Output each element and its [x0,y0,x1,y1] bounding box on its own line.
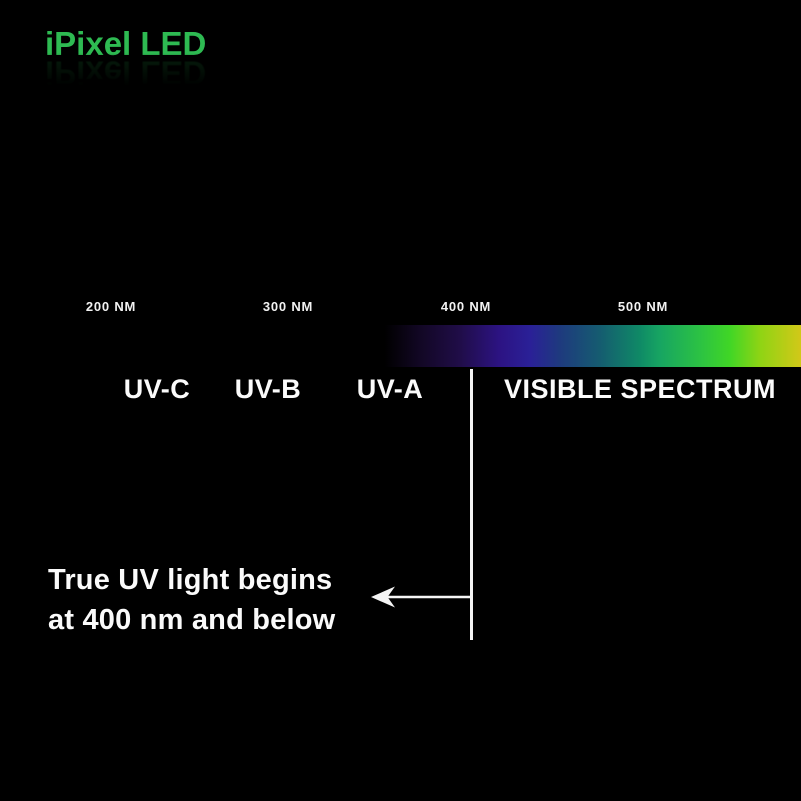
annotation-line1: True UV light begins [48,564,333,596]
band-label-uva: UV-A [356,374,424,404]
band-label-uvb: UV-B [234,374,302,404]
brand-logo: iPixel LED iPixel LED [45,25,207,92]
wavelength-label-300nm: 300 NM [262,299,314,314]
annotation-line2: at 400 nm and below [48,604,336,636]
brand-logo-reflection: iPixel LED [45,54,207,92]
spectrum-bar [0,325,801,367]
marker-line-400nm [470,369,473,640]
reflection-fade [45,54,207,91]
wavelength-label-500nm: 500 NM [617,299,669,314]
band-label-uvc: UV-C [123,374,191,404]
annotation-text: True UV light begins at 400 nm and below [48,560,335,640]
band-label-visible-spectrum: VISIBLE SPECTRUM [503,374,777,404]
wavelength-label-400nm: 400 NM [440,299,492,314]
brand-logo-text: iPixel LED [45,25,207,62]
wavelength-label-200nm: 200 NM [85,299,137,314]
annotation-arrow-icon [371,586,472,608]
